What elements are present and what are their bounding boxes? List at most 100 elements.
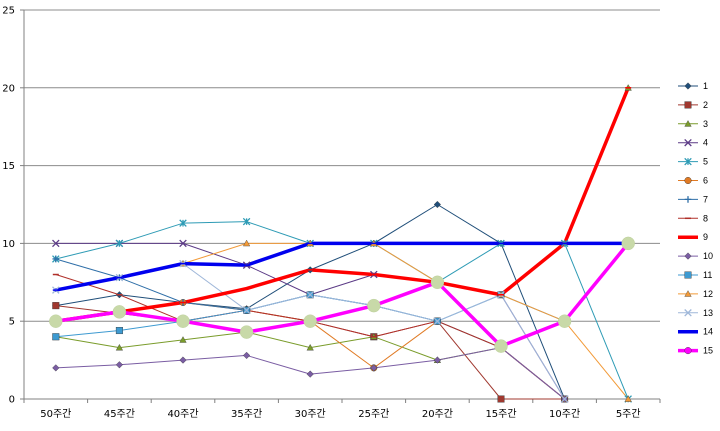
series-lines [54, 86, 630, 400]
y-tick-label: 0 [9, 395, 15, 406]
legend-item-6: 6 [678, 176, 708, 186]
legend-marker [684, 82, 692, 90]
series-10-point [115, 361, 123, 369]
legend-label: 13 [703, 308, 713, 318]
legend-item-7: 7 [678, 194, 708, 204]
series-15-markers [49, 236, 635, 353]
series-3-point [115, 343, 124, 351]
series-15-line [54, 241, 630, 348]
legend-label: 15 [703, 346, 713, 356]
series-14-line [54, 241, 630, 292]
series-10-point [52, 364, 60, 372]
series-13-point [306, 290, 314, 299]
series-9-group [54, 86, 630, 323]
series-15-point [239, 325, 254, 339]
legend-label: 12 [703, 289, 713, 299]
legend-marker [684, 271, 692, 279]
legend-label: 5 [703, 157, 708, 167]
x-tick-label: 10주간 [549, 408, 580, 420]
legend-item-4: 4 [678, 138, 708, 148]
series-13-point [560, 395, 569, 403]
legend-marker [684, 309, 692, 317]
legend-item-11: 11 [678, 270, 712, 280]
y-tick-label: 15 [2, 161, 15, 172]
series-12-group [182, 242, 629, 400]
series-13-point [242, 306, 251, 315]
legend-label: 10 [703, 251, 713, 261]
series-13-point [433, 317, 442, 325]
legend-label: 9 [703, 232, 708, 242]
series-10-point [243, 351, 251, 360]
legend-item-14: 14 [678, 327, 713, 337]
x-tick-label: 30주간 [295, 408, 326, 420]
x-tick-label: 15주간 [485, 408, 516, 420]
legend-item-15: 15 [678, 346, 713, 356]
series-12-point [242, 239, 251, 247]
series-1-point [433, 200, 441, 209]
x-tick-label: 35주간 [231, 408, 262, 420]
x-tick-label: 25주간 [358, 408, 389, 420]
series-15-group [54, 241, 630, 348]
series-1-line [55, 204, 566, 400]
legend-marker [684, 157, 692, 166]
legend-item-10: 10 [678, 251, 713, 261]
series-15-point [303, 314, 317, 328]
x-tick-label: 20주간 [422, 408, 453, 420]
series-9-markers [52, 87, 632, 322]
series-15-point [112, 305, 127, 319]
legend-item-3: 3 [678, 119, 708, 129]
series-4-point [52, 239, 60, 248]
series-15-point [176, 314, 190, 328]
legend-marker [684, 138, 692, 147]
series-15-point [494, 339, 508, 353]
series-10-markers [52, 344, 569, 403]
y-tick-label: 10 [2, 239, 15, 250]
series-12-point [624, 395, 632, 402]
series-7-point [52, 255, 60, 263]
legend-item-1: 1 [678, 81, 708, 91]
series-markers [49, 84, 635, 403]
series-15-point [621, 236, 635, 251]
legend-marker [684, 120, 692, 127]
series-1-group [55, 204, 566, 400]
legend-marker [684, 196, 692, 203]
y-tick-label: 25 [2, 6, 15, 17]
legend-marker [684, 101, 692, 109]
series-14-markers [52, 242, 632, 291]
series-11-point [52, 333, 60, 341]
series-10-point [433, 356, 441, 364]
x-tick-label: 5주간 [616, 408, 641, 420]
series-10-point [179, 356, 187, 364]
series-5-point [179, 219, 187, 227]
x-tick-label: 45주간 [104, 408, 135, 420]
series-3-group [55, 331, 502, 361]
series-3-point [306, 343, 314, 351]
y-tick-label: 20 [2, 83, 15, 94]
series-4-point [179, 239, 187, 248]
x-tick-label: 50주간 [40, 408, 71, 420]
legend-marker [684, 347, 692, 355]
series-2-point [52, 302, 60, 310]
legend-label: 4 [703, 138, 708, 148]
legend-item-9: 9 [678, 232, 708, 242]
series-11-point [115, 327, 123, 335]
axes: 0 5 10 15 20 25 50주간 45주간 40주간 35주간 30주간 25주간 20주간 15… [2, 6, 661, 420]
series-5-point [242, 217, 251, 226]
legend-label: 8 [703, 213, 708, 223]
series-9-line [54, 86, 630, 323]
series-5-point [115, 239, 124, 248]
legend-label: 2 [703, 100, 708, 110]
series-15-point [430, 275, 445, 289]
legend-item-13: 13 [678, 308, 713, 318]
legend-label: 11 [703, 270, 712, 280]
legend-marker [684, 290, 692, 297]
series-15-point [49, 314, 63, 328]
legend-item-2: 2 [678, 100, 708, 110]
series-3-line [55, 331, 502, 361]
legend-label: 6 [703, 176, 708, 186]
series-3-point [179, 336, 187, 343]
legend-label: 14 [703, 327, 713, 337]
